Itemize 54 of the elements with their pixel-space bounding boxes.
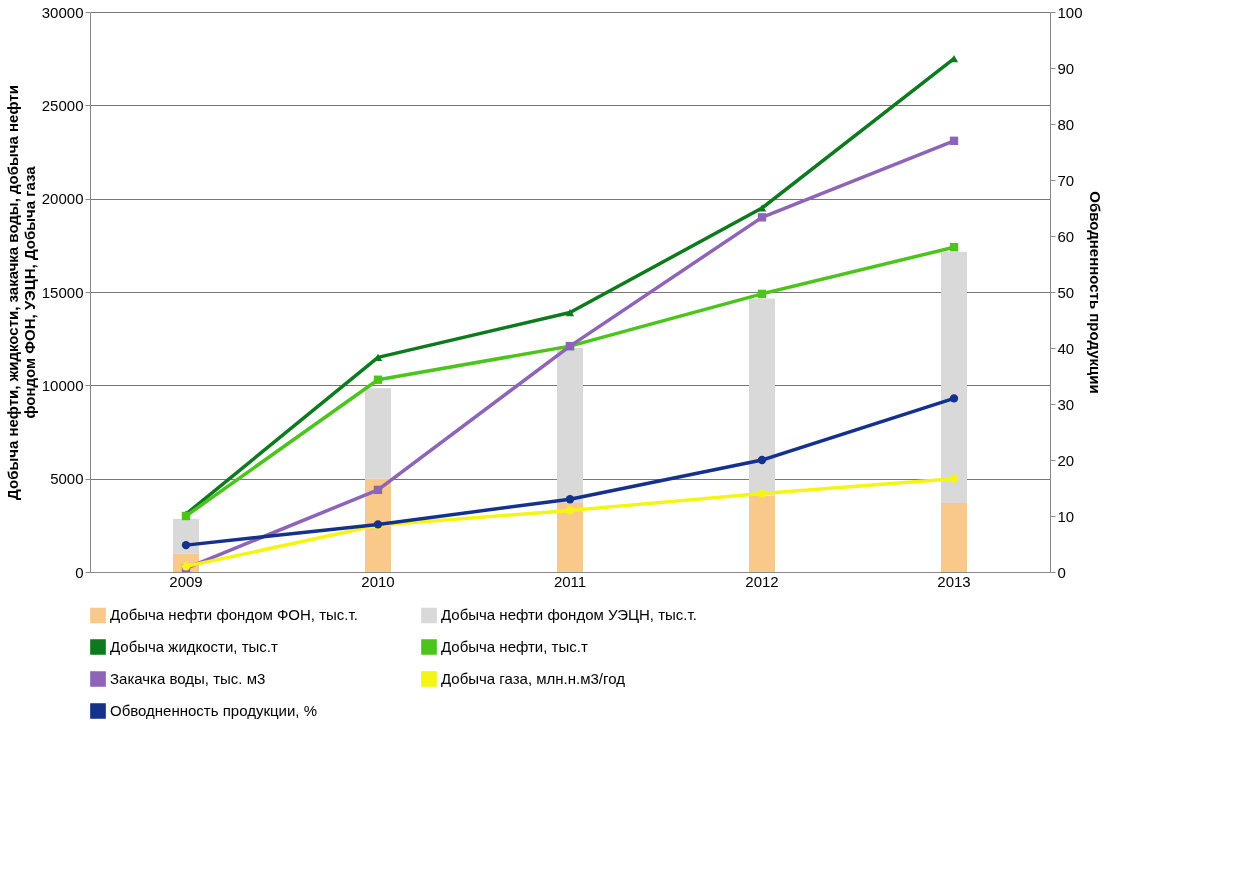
bar xyxy=(941,502,967,572)
point xyxy=(757,213,767,222)
point xyxy=(373,485,383,495)
y2-tick-label: 40 xyxy=(1057,339,1075,357)
y2-tick-label: 60 xyxy=(1057,227,1075,245)
bar xyxy=(365,388,391,479)
point xyxy=(565,308,575,317)
y2-tick-label: 90 xyxy=(1057,59,1075,77)
legend-label: Добыча газа, млн.н.м3/год xyxy=(441,670,626,687)
point xyxy=(949,394,959,403)
x-tick-label: 2010 xyxy=(361,572,395,590)
y-tick-label: 15000 xyxy=(41,283,84,301)
point xyxy=(949,136,959,145)
point xyxy=(181,540,191,550)
y2-tick-label: 70 xyxy=(1057,171,1075,189)
point xyxy=(373,375,383,384)
legend-label: Добыча нефти, тыс.т xyxy=(441,638,588,655)
point xyxy=(757,289,767,299)
point xyxy=(757,204,767,212)
y2-tick-label: 50 xyxy=(1057,283,1075,301)
point xyxy=(949,243,959,252)
bar xyxy=(749,298,775,496)
point xyxy=(949,474,959,483)
y2-tick-label: 20 xyxy=(1057,451,1075,469)
legend-label: Добыча жидкости, тыс.т xyxy=(110,638,279,655)
y-tick-label: 10000 xyxy=(41,376,84,394)
point xyxy=(565,506,575,515)
bar xyxy=(557,502,583,572)
y-tick-label: 30000 xyxy=(41,3,84,21)
y2-tick-label: 0 xyxy=(1057,563,1066,581)
x-tick-label: 2009 xyxy=(169,572,203,590)
point xyxy=(757,455,767,465)
legend-label: Обводненность продукции, % xyxy=(110,702,318,719)
y2-tick-label: 100 xyxy=(1057,3,1083,21)
y-tick-label: 0 xyxy=(75,563,84,581)
bar xyxy=(557,348,583,503)
point xyxy=(565,495,575,504)
y2-tick-label: 10 xyxy=(1057,507,1075,525)
bar xyxy=(749,495,775,572)
y2-tick-label: 30 xyxy=(1057,395,1075,413)
x-tick-label: 2012 xyxy=(745,572,779,590)
legend-label: Закачка воды, тыс. м3 xyxy=(110,670,266,687)
y-tick-label: 20000 xyxy=(41,190,84,208)
y2-axis-title: Обводненность продукции xyxy=(1086,191,1104,394)
y2-tick-label: 80 xyxy=(1057,115,1075,133)
point xyxy=(757,489,767,498)
x-tick-label: 2013 xyxy=(937,572,971,590)
legend-label: Добыча нефти фондом УЭЦН, тыс.т. xyxy=(441,606,697,624)
x-tick-label: 2011 xyxy=(553,572,587,590)
y-axis-title: Добыча нефти, жидкости, закачка воды, добыча нефти фондом ФОН, УЭЦН, Добыча газа xyxy=(3,85,38,500)
bar xyxy=(941,251,967,503)
y-tick-label: 5000 xyxy=(50,470,84,488)
legend-label: Добыча нефти фондом ФОН, тыс.т. xyxy=(110,606,358,624)
y-tick-label: 25000 xyxy=(41,96,84,114)
